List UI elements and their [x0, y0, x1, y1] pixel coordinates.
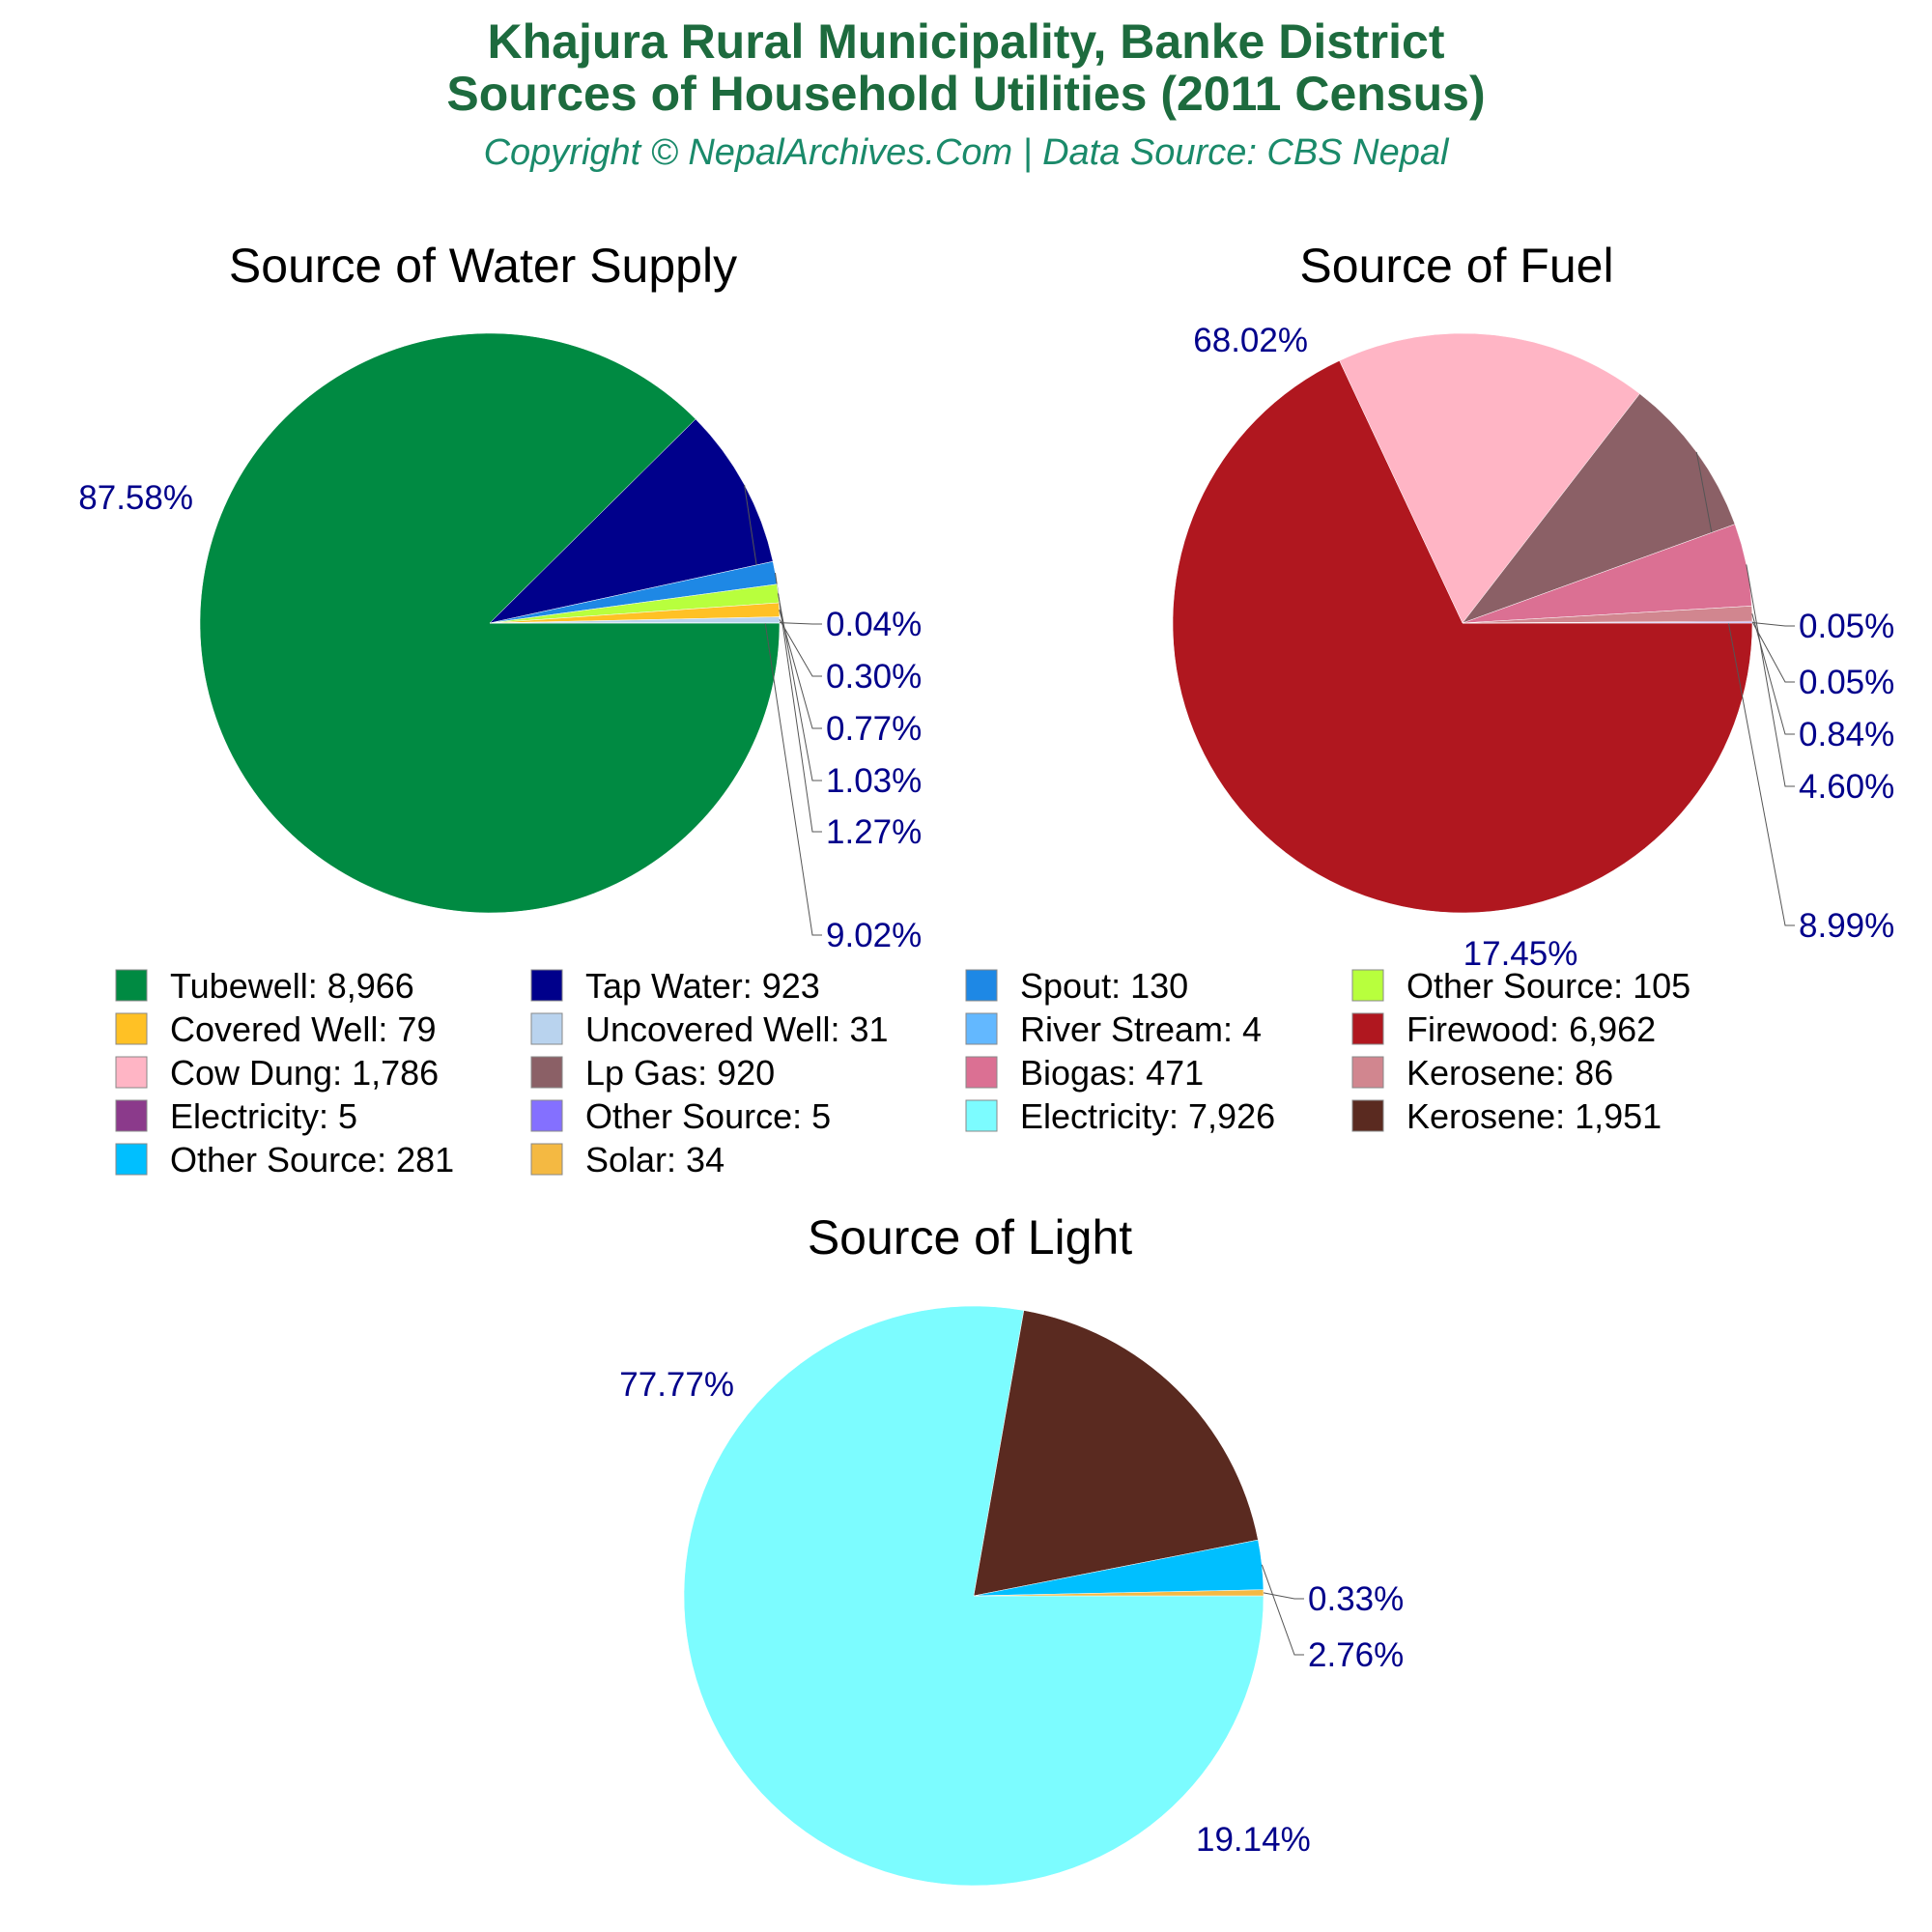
light-percent-label-other-source: 2.76% — [1308, 1636, 1404, 1674]
legend-swatch-firewood — [1351, 1012, 1384, 1045]
light-percent-label-electricity: 77.77% — [619, 1366, 734, 1404]
pie-light: 77.77% 19.14% 2.76% 0.33% — [619, 1305, 1404, 1887]
legend-swatch-cow-dung — [115, 1056, 148, 1089]
water-leader-spout — [775, 572, 822, 833]
legend-swatch-spout — [965, 969, 998, 1002]
legend-swatch-kerosene — [1351, 1099, 1384, 1132]
fuel-percent-label-lp-gas: 8.99% — [1799, 907, 1894, 945]
water-percent-label-tubewell: 87.58% — [78, 479, 193, 517]
legend-swatch-other-source — [1351, 969, 1384, 1002]
fuel-percent-label-firewood: 68.02% — [1193, 322, 1308, 359]
legend-label-tubewell: Tubewell: 8,966 — [170, 966, 414, 1006]
legend-label-river-stream: River Stream: 4 — [1020, 1009, 1262, 1049]
light-slice-solar — [973, 1589, 1264, 1597]
pie-water-supply: 87.58% 9.02% 1.27% 1.03% 0.77% 0.30% 0.04% — [78, 332, 922, 954]
chart-title-line1: Khajura Rural Municipality, Banke Distri… — [488, 14, 1445, 69]
legend-label-kerosene: Kerosene: 86 — [1406, 1053, 1613, 1093]
water-leader-covered-well — [779, 610, 822, 729]
fuel-percent-label-electricity: 0.05% — [1799, 664, 1894, 701]
legend-swatch-uncovered-well — [530, 1012, 563, 1045]
water-percent-label-spout: 1.27% — [826, 813, 922, 851]
light-leader-other-source — [1261, 1564, 1304, 1656]
water-percent-label-river-stream: 0.04% — [826, 606, 922, 643]
legend-label-other-source: Other Source: 5 — [585, 1096, 831, 1136]
light-percent-label-kerosene: 19.14% — [1196, 1821, 1311, 1859]
legend-label-covered-well: Covered Well: 79 — [170, 1009, 436, 1049]
legend-label-electricity: Electricity: 5 — [170, 1096, 357, 1136]
legend-swatch-other-source — [115, 1143, 148, 1176]
fuel-leader-other-source — [1751, 622, 1795, 627]
water-percent-label-tap-water: 9.02% — [826, 917, 922, 954]
legend-label-other-source: Other Source: 105 — [1406, 966, 1690, 1006]
legend-label-kerosene: Kerosene: 1,951 — [1406, 1096, 1662, 1136]
fuel-percent-label-kerosene: 0.84% — [1799, 716, 1894, 753]
water-leader-river-stream — [779, 622, 822, 625]
light-slice-kerosene — [973, 1310, 1259, 1597]
pie-title-fuel: Source of Fuel — [1299, 239, 1613, 293]
water-percent-label-other-source: 1.03% — [826, 762, 922, 800]
legend-swatch-biogas — [965, 1056, 998, 1089]
legend-swatch-solar — [530, 1143, 563, 1176]
legend-label-cow-dung: Cow Dung: 1,786 — [170, 1053, 439, 1093]
legend-label-spout: Spout: 130 — [1020, 966, 1188, 1006]
fuel-leader-electricity — [1751, 621, 1795, 683]
chart-title-line2: Sources of Household Utilities (2011 Cen… — [446, 67, 1485, 121]
pie-title-water: Source of Water Supply — [229, 239, 737, 293]
legend-swatch-lp-gas — [530, 1056, 563, 1089]
legend-swatch-electricity — [115, 1099, 148, 1132]
pie-title-light: Source of Light — [808, 1210, 1132, 1264]
legend-label-solar: Solar: 34 — [585, 1140, 724, 1179]
fuel-slice-firewood — [1172, 360, 1753, 914]
water-percent-label-covered-well: 0.77% — [826, 710, 922, 748]
water-slice-tap-water — [489, 418, 774, 624]
fuel-leader-biogas — [1746, 564, 1795, 787]
legend: Tubewell: 8,966 Tap Water: 923 Spout: 130 O… — [115, 966, 1690, 1179]
legend-swatch-covered-well — [115, 1012, 148, 1045]
fuel-slice-cow-dung — [1339, 332, 1640, 624]
fuel-percent-label-biogas: 4.60% — [1799, 768, 1894, 806]
water-leader-uncovered-well — [779, 619, 822, 677]
water-leader-tap-water — [744, 484, 822, 936]
legend-swatch-kerosene — [1351, 1056, 1384, 1089]
fuel-percent-label-cow-dung: 17.45% — [1463, 935, 1578, 973]
legend-swatch-tap-water — [530, 969, 563, 1002]
light-percent-label-solar: 0.33% — [1308, 1580, 1404, 1618]
legend-swatch-tubewell — [115, 969, 148, 1002]
fuel-leader-kerosene — [1751, 613, 1795, 735]
legend-swatch-river-stream — [965, 1012, 998, 1045]
water-percent-label-uncovered-well: 0.30% — [826, 658, 922, 696]
legend-label-biogas: Biogas: 471 — [1020, 1053, 1204, 1093]
legend-label-other-source: Other Source: 281 — [170, 1140, 454, 1179]
legend-label-firewood: Firewood: 6,962 — [1406, 1009, 1656, 1049]
legend-label-lp-gas: Lp Gas: 920 — [585, 1053, 775, 1093]
chart-subtitle: Copyright © NepalArchives.Com | Data Sou… — [484, 132, 1450, 173]
legend-swatch-other-source — [530, 1099, 563, 1132]
legend-label-tap-water: Tap Water: 923 — [585, 966, 820, 1006]
water-leader-other-source — [777, 593, 822, 781]
legend-label-electricity: Electricity: 7,926 — [1020, 1096, 1275, 1136]
pie-fuel: 68.02% 17.45% 8.99% 4.60% 0.84% 0.05% 0.05% — [1172, 322, 1894, 973]
fuel-percent-label-other-source: 0.05% — [1799, 608, 1894, 645]
legend-label-uncovered-well: Uncovered Well: 31 — [585, 1009, 889, 1049]
legend-swatch-electricity — [965, 1099, 998, 1132]
light-leader-solar — [1263, 1592, 1304, 1600]
